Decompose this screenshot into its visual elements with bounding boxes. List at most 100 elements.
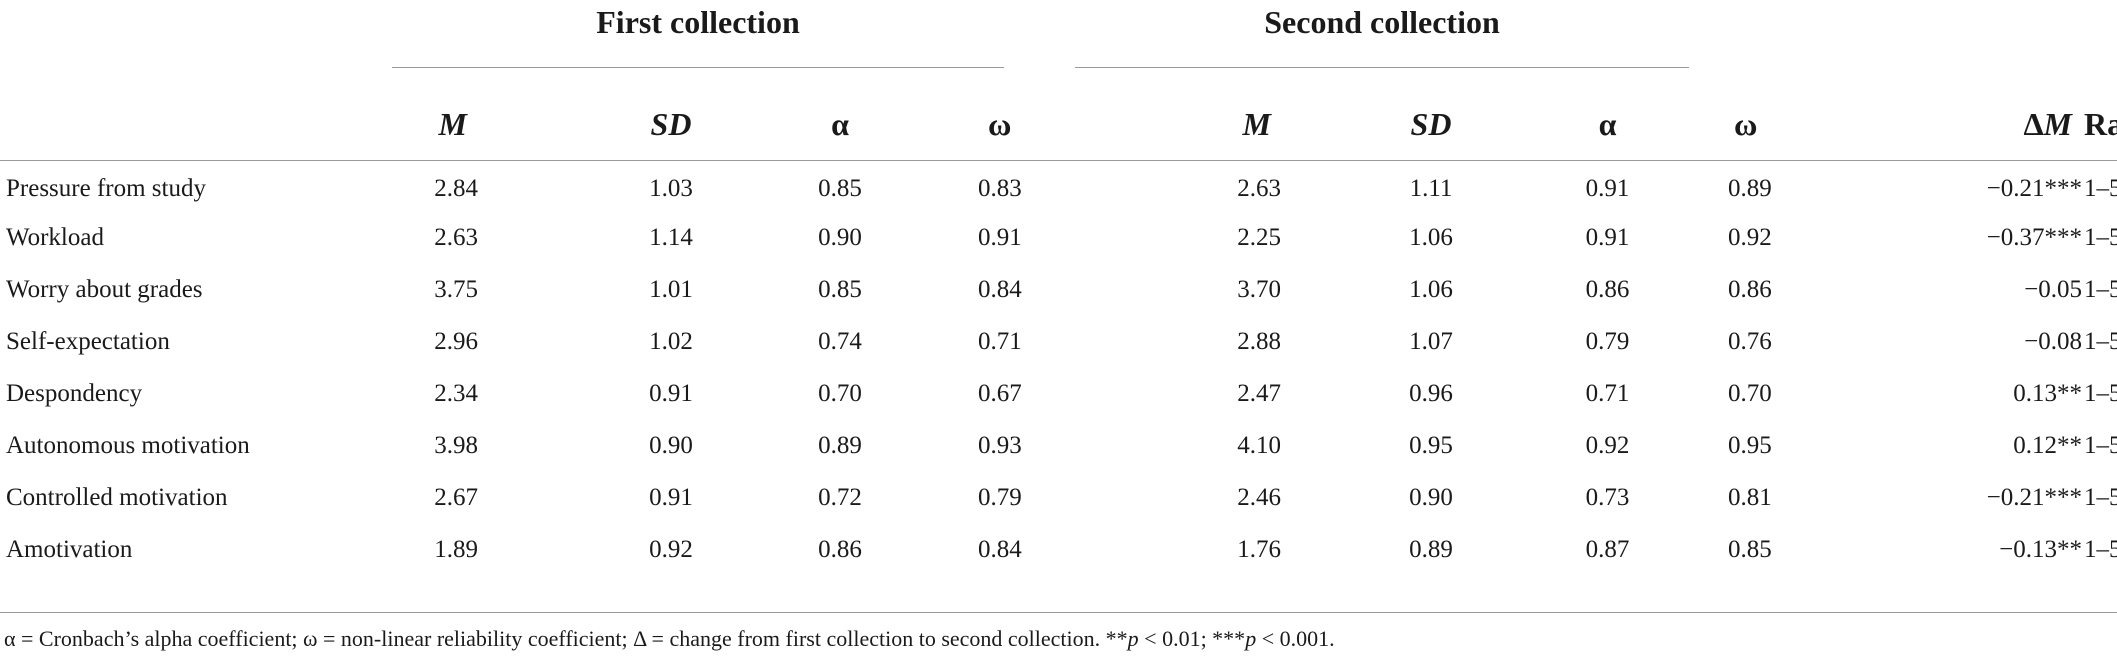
group-rule-second bbox=[1075, 67, 1689, 68]
delta-m-cell: 0.13** bbox=[2013, 380, 2082, 407]
header-omega-second: ω bbox=[1734, 105, 1758, 142]
sd-first-cell: 0.92 bbox=[649, 536, 693, 563]
delta-m-cell: −0.37*** bbox=[1986, 224, 2082, 251]
omega-second-cell: 0.92 bbox=[1728, 224, 1772, 251]
delta-symbol: Δ bbox=[2023, 105, 2044, 142]
table-row: Controlled motivation 2.67 0.91 0.72 0.79 2.4… bbox=[0, 472, 2117, 524]
m-first-cell: 2.34 bbox=[434, 380, 478, 407]
row-label-cell: Controlled motivation bbox=[6, 484, 228, 511]
m-second-cell: 2.47 bbox=[1237, 380, 1281, 407]
header-m-second: M bbox=[1242, 105, 1271, 142]
m-first-cell: 2.84 bbox=[434, 175, 478, 202]
header-row: M SD α ω M SD α ω ΔM Range bbox=[0, 88, 2117, 160]
range-cell: 1–5 bbox=[2084, 380, 2117, 407]
sd-first-cell: 0.91 bbox=[649, 380, 693, 407]
m-first-cell: 2.96 bbox=[434, 328, 478, 355]
m-second-cell: 3.70 bbox=[1237, 276, 1281, 303]
omega-second-cell: 0.81 bbox=[1728, 484, 1772, 511]
range-cell: 1–5 bbox=[2084, 276, 2117, 303]
row-label-cell: Autonomous motivation bbox=[6, 432, 250, 459]
sd-second-cell: 0.90 bbox=[1409, 484, 1453, 511]
m-first-cell: 2.67 bbox=[434, 484, 478, 511]
table-row: Amotivation 1.89 0.92 0.86 0.84 1.76 0.89 0.87 0… bbox=[0, 524, 2117, 576]
sd-first-cell: 0.90 bbox=[649, 432, 693, 459]
m-first-cell: 2.63 bbox=[434, 224, 478, 251]
footnote-text: α = Cronbach’s alpha coefficient; ω = no… bbox=[4, 626, 1128, 651]
omega-first-cell: 0.84 bbox=[978, 276, 1022, 303]
alpha-first-cell: 0.85 bbox=[818, 175, 862, 202]
omega-first-cell: 0.84 bbox=[978, 536, 1022, 563]
sd-second-cell: 0.95 bbox=[1409, 432, 1453, 459]
sd-second-cell: 1.11 bbox=[1409, 175, 1453, 202]
delta-m-cell: −0.08 bbox=[2024, 328, 2082, 355]
m-second-cell: 2.88 bbox=[1237, 328, 1281, 355]
row-label-cell: Self-expectation bbox=[6, 328, 170, 355]
footnote-threshold-2: < 0.001. bbox=[1256, 626, 1335, 651]
table-row: Autonomous motivation 3.98 0.90 0.89 0.93 4.1… bbox=[0, 420, 2117, 472]
sd-second-cell: 0.89 bbox=[1409, 536, 1453, 563]
row-label-cell: Workload bbox=[6, 224, 104, 251]
header-sd-second: SD bbox=[1410, 105, 1452, 142]
m-second-cell: 2.46 bbox=[1237, 484, 1281, 511]
omega-first-cell: 0.93 bbox=[978, 432, 1022, 459]
group-header-first-collection: First collection bbox=[596, 4, 800, 40]
table-row: Self-expectation 2.96 1.02 0.74 0.71 2.88 1.07… bbox=[0, 316, 2117, 368]
omega-second-cell: 0.86 bbox=[1728, 276, 1772, 303]
alpha-first-cell: 0.89 bbox=[818, 432, 862, 459]
omega-second-cell: 0.95 bbox=[1728, 432, 1772, 459]
table-row: Worry about grades 3.75 1.01 0.85 0.84 3.70 1.… bbox=[0, 264, 2117, 316]
footnote-p-symbol: p bbox=[1127, 626, 1139, 651]
bottom-rule bbox=[0, 612, 2117, 613]
omega-first-cell: 0.79 bbox=[978, 484, 1022, 511]
row-label-cell: Amotivation bbox=[6, 536, 133, 563]
alpha-first-cell: 0.74 bbox=[818, 328, 862, 355]
omega-first-cell: 0.71 bbox=[978, 328, 1022, 355]
alpha-second-cell: 0.87 bbox=[1585, 536, 1630, 563]
sd-first-cell: 0.91 bbox=[649, 484, 693, 511]
omega-second-cell: 0.89 bbox=[1728, 175, 1772, 202]
omega-second-cell: 0.76 bbox=[1728, 328, 1772, 355]
footnote-p-symbol-2: p bbox=[1245, 626, 1257, 651]
delta-m-letter: M bbox=[2043, 105, 2072, 142]
sd-first-cell: 1.14 bbox=[649, 224, 693, 251]
alpha-first-cell: 0.85 bbox=[818, 276, 862, 303]
alpha-second-cell: 0.71 bbox=[1585, 380, 1630, 407]
alpha-first-cell: 0.70 bbox=[818, 380, 862, 407]
table-row: Workload 2.63 1.14 0.90 0.91 2.25 1.06 0.91 0.92… bbox=[0, 212, 2117, 264]
header-m-first: M bbox=[438, 105, 467, 142]
table-body: Pressure from study 2.84 1.03 0.85 0.83 2.63 1… bbox=[0, 160, 2117, 576]
row-label-cell: Pressure from study bbox=[6, 175, 206, 202]
alpha-first-cell: 0.86 bbox=[818, 536, 862, 563]
header-range: Range bbox=[2084, 105, 2117, 142]
omega-first-cell: 0.67 bbox=[978, 380, 1022, 407]
header-omega-first: ω bbox=[988, 105, 1012, 142]
alpha-first-cell: 0.72 bbox=[818, 484, 862, 511]
alpha-second-cell: 0.91 bbox=[1585, 224, 1630, 251]
alpha-second-cell: 0.73 bbox=[1585, 484, 1630, 511]
range-cell: 1–5 bbox=[2084, 432, 2117, 459]
omega-first-cell: 0.91 bbox=[978, 224, 1022, 251]
range-cell: 1–5 bbox=[2084, 484, 2117, 511]
table-row: Pressure from study 2.84 1.03 0.85 0.83 2.63 1… bbox=[0, 160, 2117, 212]
delta-m-cell: −0.13** bbox=[1999, 536, 2082, 563]
header-sd-first: SD bbox=[650, 105, 692, 142]
sd-first-cell: 1.01 bbox=[649, 276, 693, 303]
header-variable bbox=[0, 88, 300, 160]
delta-m-cell: −0.21*** bbox=[1986, 175, 2082, 202]
alpha-second-cell: 0.79 bbox=[1585, 328, 1630, 355]
footnote-threshold-1: < 0.01; *** bbox=[1138, 626, 1246, 651]
m-first-cell: 1.89 bbox=[434, 536, 478, 563]
sd-second-cell: 1.07 bbox=[1409, 328, 1453, 355]
m-first-cell: 3.75 bbox=[434, 276, 478, 303]
omega-second-cell: 0.70 bbox=[1728, 380, 1772, 407]
row-label-cell: Worry about grades bbox=[6, 276, 203, 303]
range-cell: 1–5 bbox=[2084, 536, 2117, 563]
sd-first-cell: 1.03 bbox=[649, 175, 693, 202]
group-header-second-collection: Second collection bbox=[1264, 4, 1500, 40]
delta-m-cell: 0.12** bbox=[2013, 432, 2082, 459]
delta-m-cell: −0.21*** bbox=[1986, 484, 2082, 511]
alpha-second-cell: 0.92 bbox=[1585, 432, 1630, 459]
m-second-cell: 2.63 bbox=[1237, 175, 1281, 202]
header-rule bbox=[0, 160, 2117, 161]
